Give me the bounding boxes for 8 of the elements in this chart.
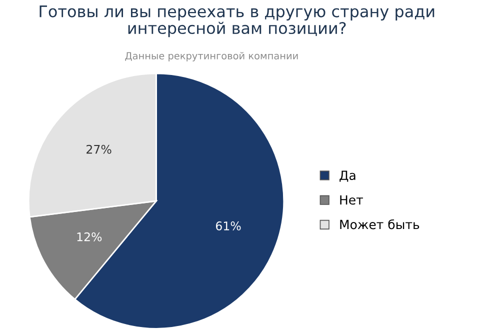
legend-label: Нет [340,195,363,205]
legend-label: Да [340,170,356,182]
legend-label: Может быть [340,219,420,230]
data-label: 61% [216,221,241,230]
data-label: 27% [86,144,112,154]
chart-subtitle: Данные рекрутинговой компании [125,52,298,62]
data-label: 12% [77,232,102,242]
chart-title: Готовы ли вы переехать в другую страну ради интересной вам позиции? [40,6,434,38]
